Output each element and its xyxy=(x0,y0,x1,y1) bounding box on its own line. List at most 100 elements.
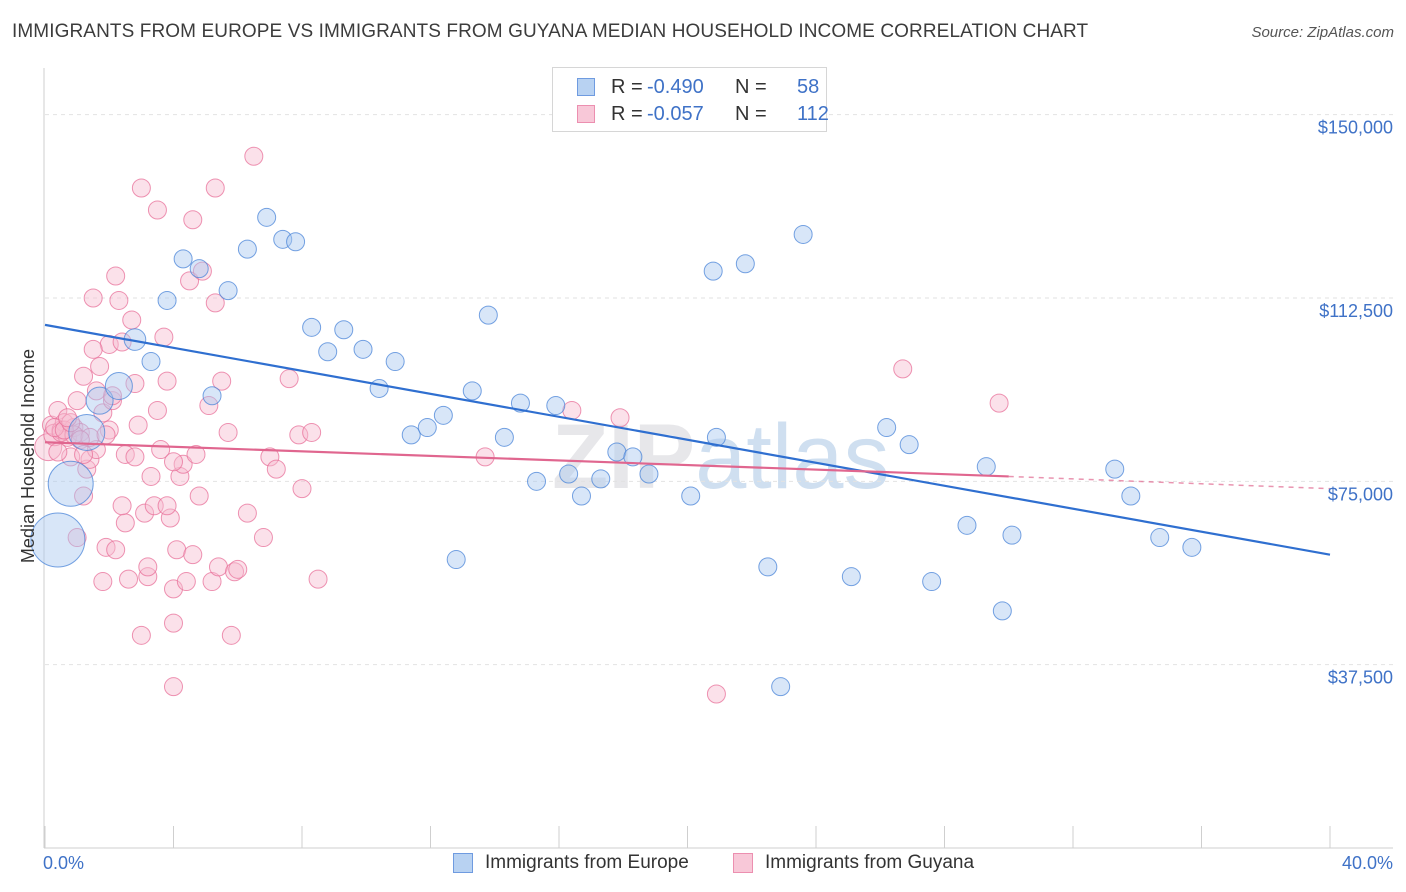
guyana-point xyxy=(138,557,158,577)
guyana-point xyxy=(135,503,155,523)
europe-point xyxy=(546,396,566,416)
watermark-atlas: atlas xyxy=(695,406,890,508)
guyana-point xyxy=(308,569,328,589)
europe-point xyxy=(623,447,643,467)
europe-point xyxy=(318,342,338,362)
europe-point xyxy=(591,469,611,489)
chart-title: IMMIGRANTS FROM EUROPE VS IMMIGRANTS FRO… xyxy=(12,21,1089,42)
guyana-point xyxy=(67,528,87,548)
bottom-guyana-swatch xyxy=(733,853,753,873)
europe-point xyxy=(758,557,778,577)
guyana-point xyxy=(302,422,322,442)
europe-point xyxy=(401,425,421,445)
europe-point xyxy=(218,281,238,301)
guyana-point xyxy=(225,562,245,582)
guyana-point xyxy=(131,178,151,198)
x-tick-max: 40.0% xyxy=(1342,853,1393,873)
europe-point xyxy=(494,427,514,447)
guyana-trend-extension xyxy=(1008,475,1331,490)
europe-point xyxy=(417,418,437,438)
europe-point xyxy=(571,486,591,506)
europe-point xyxy=(141,352,161,372)
guyana-point xyxy=(48,442,68,462)
guyana-point xyxy=(83,339,103,359)
europe-swatch xyxy=(577,78,595,96)
guyana-point xyxy=(106,266,126,286)
europe-point xyxy=(1121,486,1141,506)
europe-point xyxy=(478,305,498,325)
europe-point xyxy=(68,413,106,451)
axes xyxy=(43,68,1393,849)
guyana-point xyxy=(147,400,167,420)
europe-point xyxy=(706,427,726,447)
europe-point xyxy=(334,320,354,340)
guyana-point xyxy=(141,466,161,486)
europe-point xyxy=(85,386,114,415)
guyana-r-value: -0.057 xyxy=(647,103,704,125)
europe-point xyxy=(607,442,627,462)
europe-point xyxy=(237,239,257,259)
guyana-point xyxy=(221,625,241,645)
europe-point xyxy=(47,460,94,507)
guyana-point xyxy=(186,444,206,464)
europe-point xyxy=(957,515,977,535)
europe-n-label: N = xyxy=(735,76,767,98)
europe-point xyxy=(1105,459,1125,479)
guyana-point xyxy=(228,559,248,579)
europe-point xyxy=(1002,525,1022,545)
europe-point xyxy=(385,352,405,372)
guyana-point xyxy=(183,210,203,230)
europe-point xyxy=(462,381,482,401)
europe-point xyxy=(353,339,373,359)
tick-labels: $37,500 $75,000 $112,500 $150,000 xyxy=(1318,118,1393,688)
guyana-point xyxy=(74,486,94,506)
europe-points xyxy=(30,207,1202,697)
europe-point xyxy=(992,601,1012,621)
europe-point xyxy=(681,486,701,506)
guyana-point xyxy=(154,327,174,347)
bottom-guyana-label: Immigrants from Guyana xyxy=(765,852,975,873)
guyana-point xyxy=(93,572,113,592)
europe-point xyxy=(703,261,723,281)
europe-point xyxy=(510,393,530,413)
europe-point xyxy=(173,249,193,269)
guyana-point xyxy=(292,479,312,499)
europe-point xyxy=(922,572,942,592)
guyana-point xyxy=(176,572,196,592)
guyana-point xyxy=(205,293,225,313)
guyana-point xyxy=(125,447,145,467)
guyana-point xyxy=(192,261,212,281)
y-tick-label: $112,500 xyxy=(1319,301,1393,321)
guyana-point xyxy=(164,613,183,633)
guyana-point xyxy=(157,496,177,516)
europe-point xyxy=(446,550,466,570)
europe-point xyxy=(257,207,277,227)
guyana-point xyxy=(266,459,286,479)
stats-legend: R = -0.490 N = 58 R = -0.057 N = 112 xyxy=(552,67,829,132)
watermark: ZIPatlas xyxy=(552,405,889,510)
guyana-point xyxy=(138,567,158,587)
europe-point xyxy=(433,405,453,425)
europe-point xyxy=(1182,537,1202,557)
y-axis-label: Median Household Income xyxy=(18,349,38,563)
europe-trend-line xyxy=(44,323,1331,556)
europe-point xyxy=(157,290,177,310)
europe-n-value: 58 xyxy=(797,76,820,98)
guyana-point xyxy=(253,528,273,548)
guyana-point xyxy=(893,359,913,379)
europe-point xyxy=(104,372,133,400)
guyana-point xyxy=(112,496,132,516)
guyana-n-label: N = xyxy=(735,103,767,125)
guyana-point xyxy=(189,486,209,506)
guyana-point xyxy=(102,391,122,411)
trend-lines xyxy=(44,323,1331,556)
guyana-point xyxy=(989,393,1009,413)
guyana-point xyxy=(157,371,177,391)
guyana-point xyxy=(151,440,171,460)
europe-point xyxy=(369,378,389,398)
europe-point xyxy=(1150,528,1170,548)
europe-point xyxy=(286,232,306,252)
guyana-point xyxy=(244,146,264,166)
guyana-point xyxy=(90,356,110,376)
